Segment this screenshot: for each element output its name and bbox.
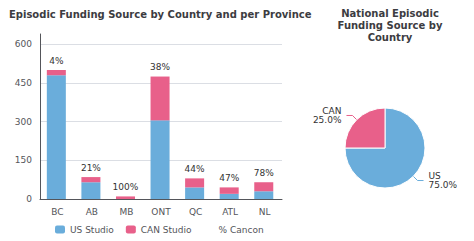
svg-text:Country: Country xyxy=(368,32,413,43)
svg-text:0: 0 xyxy=(26,194,32,204)
svg-text:Episodic Funding Source by Cou: Episodic Funding Source by Country and p… xyxy=(9,9,312,20)
svg-text:75.0%: 75.0% xyxy=(429,180,458,190)
svg-text:National Episodic: National Episodic xyxy=(341,8,439,19)
svg-text:450: 450 xyxy=(15,78,32,88)
svg-text:25.0%: 25.0% xyxy=(313,115,342,125)
svg-text:21%: 21% xyxy=(81,163,101,173)
svg-text:47%: 47% xyxy=(219,173,239,183)
svg-text:MB: MB xyxy=(119,207,133,217)
svg-text:ONT: ONT xyxy=(151,207,171,217)
svg-text:US Studio: US Studio xyxy=(70,225,114,235)
svg-text:BC: BC xyxy=(51,207,63,217)
svg-text:38%: 38% xyxy=(150,62,170,72)
svg-text:600: 600 xyxy=(15,39,32,49)
svg-text:100%: 100% xyxy=(113,182,139,192)
svg-text:US: US xyxy=(428,171,441,181)
svg-text:78%: 78% xyxy=(254,168,274,178)
svg-text:% Cancon: % Cancon xyxy=(219,225,264,235)
svg-text:AB: AB xyxy=(86,207,98,217)
svg-text:CAN Studio: CAN Studio xyxy=(141,225,192,235)
svg-text:CAN: CAN xyxy=(322,106,342,116)
svg-text:NL: NL xyxy=(259,207,271,217)
svg-text:150: 150 xyxy=(15,155,32,165)
svg-text:4%: 4% xyxy=(49,56,64,66)
svg-text:300: 300 xyxy=(15,117,32,127)
svg-text:ATL: ATL xyxy=(222,207,238,217)
svg-text:44%: 44% xyxy=(185,164,205,174)
svg-text:Funding Source by: Funding Source by xyxy=(338,20,443,31)
svg-text:QC: QC xyxy=(189,207,202,217)
